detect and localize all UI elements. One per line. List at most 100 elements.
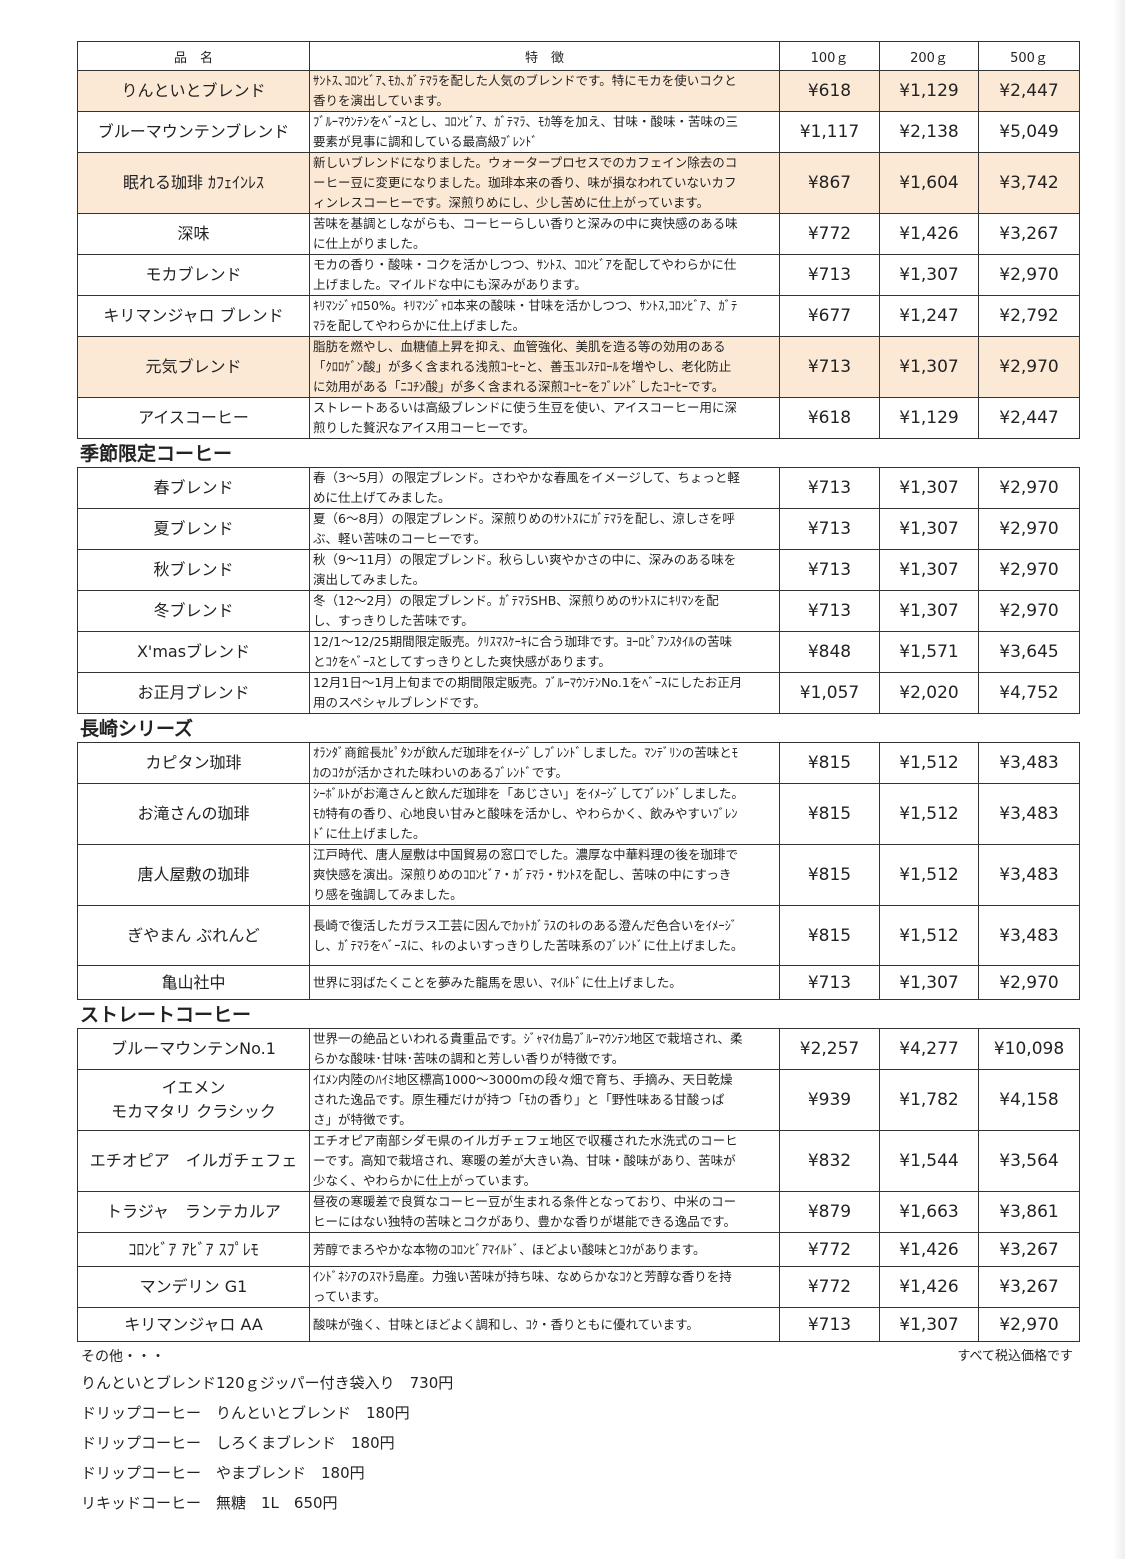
product-description: 夏（6～8月）の限定ブレンド。深煎りめのｻﾝﾄｽにｶﾞﾃﾏﾗを配し、涼しさを呼ぶ…: [309, 508, 780, 550]
product-name-line: 唐人屋敷の珈琲: [137, 865, 250, 884]
price-100g: ¥713: [779, 467, 880, 509]
price-100g: ¥939: [779, 1069, 880, 1131]
product-row: X'masブレンド 12/1～12/25期間限定販売。ｸﾘｽﾏｽｹｰｷに合う珈琲で…: [77, 631, 1080, 673]
description-line: 脂肪を燃やし、血糖値上昇を抑え、血管強化、美肌を造る等の効用のある: [313, 339, 726, 354]
description-line: 演出してみました。: [313, 572, 426, 587]
page-content: 品 名特 徴 100ｇ 200ｇ 500ｇ りんといとブレンド ｻﾝﾄｽ､ｺﾛﾝﾋﾞｱ､ﾓ…: [77, 0, 1080, 1518]
description-line: 世界一の絶品といわれる貴重品です。ｼﾞｬﾏｲｶ島ﾌﾞﾙｰﾏｳﾝﾃﾝ地区で栽培され…: [313, 1031, 743, 1046]
price-100g: ¥848: [779, 631, 880, 673]
product-name-line: ブルーマウンテンNo.1: [111, 1039, 276, 1058]
price-200g: ¥1,512: [879, 844, 979, 906]
price-500g: ¥4,752: [978, 672, 1080, 714]
price-200g: ¥4,277: [879, 1028, 979, 1070]
footer: その他・・・ すべて税込価格です りんといとブレンド120ｇジッパー付き袋入り …: [77, 1346, 1075, 1518]
price-500g: ¥3,564: [978, 1130, 1080, 1192]
product-name-line: 元気ブレンド: [145, 357, 242, 376]
price-500g: ¥5,049: [978, 111, 1080, 153]
product-description: 秋（9～11月）の限定ブレンド。秋らしい爽やかさの中に、深みのある味を 演出してみ…: [309, 549, 780, 591]
product-description: 世界一の絶品といわれる貴重品です。ｼﾞｬﾏｲｶ島ﾌﾞﾙｰﾏｳﾝﾃﾝ地区で栽培され…: [309, 1028, 780, 1070]
price-100g: ¥772: [779, 1266, 880, 1308]
price-100g: ¥772: [779, 1232, 880, 1267]
price-500g: ¥2,970: [978, 254, 1080, 296]
other-item: りんといとブレンド120ｇジッパー付き袋入り 730円: [81, 1374, 454, 1392]
product-description: ｻﾝﾄｽ､ｺﾛﾝﾋﾞｱ､ﾓｶ､ｶﾞﾃﾏﾗを配した人気のブレンドです。特にモカを使…: [309, 70, 780, 112]
product-name-line: モカマタリ クラシック: [111, 1102, 276, 1121]
description-line: 苦味を基調としながらも、コーヒーらしい香りと深みの中に爽快感のある味: [313, 216, 738, 231]
price-100g: ¥815: [779, 742, 880, 784]
description-line: 芳醇でまろやかな本物のｺﾛﾝﾋﾞｱﾏｲﾙﾄﾞ、ほどよい酸味とｺｸがあります。: [313, 1241, 706, 1257]
price-100g: ¥713: [779, 336, 880, 398]
description-line: っています。: [313, 1289, 387, 1304]
section-title: 長崎シリーズ: [80, 718, 194, 740]
other-item: リキッドコーヒー 無糖 1L 650円: [81, 1494, 338, 1512]
price-200g: ¥1,426: [879, 1266, 979, 1308]
price-200g: ¥2,138: [879, 111, 979, 153]
description-line: ーです。高知で栽培され、寒暖の差が大きい為、甘味・酸味があり、苦味が: [313, 1153, 736, 1168]
description-line: らかな酸味･甘味･苦味の調和と芳しい香りが特徴です。: [313, 1051, 625, 1066]
description-line: さ」が特徴です。: [313, 1112, 412, 1127]
product-row: モカブレンド モカの香り・酸味・コクを活かしつつ、ｻﾝﾄｽ、ｺﾛﾝﾋﾞｱを配してや…: [77, 254, 1080, 296]
description-line: エチオピア南部シダモ県のイルガチェフェ地区で収穫された水洗式のコーヒ: [313, 1133, 738, 1148]
price-200g: ¥1,307: [879, 254, 979, 296]
description-line: 昼夜の寒暖差で良質なコーヒー豆が生まれる条件となっており、中米のコー: [313, 1194, 737, 1209]
product-name: お正月ブレンド: [77, 672, 310, 714]
product-name: アイスコーヒー: [77, 397, 310, 439]
product-description: 世界に羽ばたくことを夢みた龍馬を思い、ﾏｲﾙﾄﾞに仕上げました。: [309, 965, 780, 1000]
description-line: 酸味が強く、甘味とほどよく調和し、ｺｸ・香りともに優れています。: [313, 1316, 699, 1332]
price-200g: ¥1,544: [879, 1130, 979, 1192]
price-table: 春ブレンド 春（3～5月）の限定ブレンド。さわやかな春風をイメージして、ちょっと軽…: [77, 467, 1080, 714]
description-line: し、ｶﾞﾃﾏﾗをﾍﾞｰｽに、ｷﾚのよいすっきりした苦味系のﾌﾞﾚﾝﾄﾞに仕上げま…: [313, 937, 744, 953]
price-200g: ¥2,020: [879, 672, 979, 714]
product-description: 江戸時代、唐人屋敷は中国貿易の窓口でした。濃厚な中華料理の後を珈琲で 爽快感を演出…: [309, 844, 780, 906]
header-desc: 特 徴: [309, 41, 780, 71]
price-100g: ¥1,117: [779, 111, 880, 153]
product-row: ｺﾛﾝﾋﾞｱ ｱﾋﾞｱ ｽﾌﾟﾚﾓ 芳醇でまろやかな本物のｺﾛﾝﾋﾞｱﾏｲﾙﾄﾞ、…: [77, 1232, 1080, 1267]
price-100g: ¥713: [779, 1307, 880, 1342]
price-500g: ¥3,483: [978, 742, 1080, 784]
product-description: 苦味を基調としながらも、コーヒーらしい香りと深みの中に爽快感のある味 に仕上がりま…: [309, 213, 780, 255]
price-200g: ¥1,663: [879, 1191, 979, 1233]
price-200g: ¥1,129: [879, 70, 979, 112]
price-100g: ¥815: [779, 844, 880, 906]
product-name-line: カピタン珈琲: [145, 753, 242, 772]
description-line: り感を強調してみました。: [313, 887, 463, 902]
price-500g: ¥2,447: [978, 397, 1080, 439]
price-100g: ¥713: [779, 508, 880, 550]
price-500g: ¥3,483: [978, 783, 1080, 845]
product-row: りんといとブレンド ｻﾝﾄｽ､ｺﾛﾝﾋﾞｱ､ﾓｶ､ｶﾞﾃﾏﾗを配した人気のブレンド…: [77, 70, 1080, 112]
price-200g: ¥1,604: [879, 152, 979, 214]
price-500g: ¥10,098: [978, 1028, 1080, 1070]
description-line: 江戸時代、唐人屋敷は中国貿易の窓口でした。濃厚な中華料理の後を珈琲で: [313, 847, 739, 862]
price-500g: ¥4,158: [978, 1069, 1080, 1131]
description-line: ﾄﾞに仕上げました。: [313, 826, 426, 841]
price-100g: ¥677: [779, 295, 880, 337]
product-description: 冬（12～2月）の限定ブレンド。ｶﾞﾃﾏﾗSHB、深煎りめのｻﾝﾄｽにｷﾘﾏﾝを…: [309, 590, 780, 632]
other-items: りんといとブレンド120ｇジッパー付き袋入り 730円 ドリップコーヒー りんとい…: [81, 1368, 1075, 1518]
product-name: エチオピア イルガチェフェ: [77, 1130, 310, 1192]
product-row: キリマンジャロ ブレンド ｷﾘﾏﾝｼﾞｬﾛ50%。ｷﾘﾏﾝｼﾞｬﾛ本来の酸味・甘味…: [77, 295, 1080, 337]
price-100g: ¥618: [779, 397, 880, 439]
price-500g: ¥2,970: [978, 590, 1080, 632]
description-line: 少なく、やわらかに仕上がっています。: [313, 1173, 537, 1188]
product-name-line: 深味: [177, 224, 210, 243]
description-line: に仕上がりました。: [313, 236, 426, 251]
product-name-line: キリマンジャロ AA: [124, 1314, 263, 1334]
price-table: カピタン珈琲 ｵﾗﾝﾀﾞ商館長ｶﾋﾟﾀﾝが飲んだ珈琲をｲﾒｰｼﾞしﾌﾞﾚﾝﾄﾞしま…: [77, 742, 1080, 1000]
price-200g: ¥1,307: [879, 590, 979, 632]
description-line: された逸品です。原生種だけが持つ「ﾓｶの香り」と「野性味ある甘酸っぱ: [313, 1092, 725, 1107]
description-line: ﾌﾞﾙｰﾏｳﾝﾃﾝをﾍﾞｰｽとし、ｺﾛﾝﾋﾞｱ、ｶﾞﾃﾏﾗ、ﾓｶ等を加え、甘味・…: [313, 114, 739, 129]
price-200g: ¥1,307: [879, 965, 979, 1000]
product-row: 秋ブレンド 秋（9～11月）の限定ブレンド。秋らしい爽やかさの中に、深みのある味を…: [77, 549, 1080, 591]
description-line: ｷﾘﾏﾝｼﾞｬﾛ50%。ｷﾘﾏﾝｼﾞｬﾛ本来の酸味・甘味を活かしつつ、ｻﾝﾄｽ,…: [313, 298, 738, 313]
header-name: 品 名: [77, 41, 310, 71]
product-name: 夏ブレンド: [77, 508, 310, 550]
product-description: 酸味が強く、甘味とほどよく調和し、ｺｸ・香りともに優れています。: [309, 1307, 780, 1342]
price-100g: ¥2,257: [779, 1028, 880, 1070]
description-line: 新しいブレンドになりました。ウォータープロセスでのカフェイン除去のコ: [313, 155, 738, 170]
product-row: お正月ブレンド 12月1日～1月上旬までの期間限定販売。ﾌﾞﾙｰﾏｳﾝﾃﾝNo.1…: [77, 672, 1080, 714]
price-500g: ¥3,645: [978, 631, 1080, 673]
product-description: 12/1～12/25期間限定販売。ｸﾘｽﾏｽｹｰｷに合う珈琲です。ﾖｰﾛﾋﾟｱﾝ…: [309, 631, 780, 673]
product-name-line: お滝さんの珈琲: [137, 804, 250, 823]
price-500g: ¥3,483: [978, 905, 1080, 966]
product-row: 冬ブレンド 冬（12～2月）の限定ブレンド。ｶﾞﾃﾏﾗSHB、深煎りめのｻﾝﾄｽに…: [77, 590, 1080, 632]
